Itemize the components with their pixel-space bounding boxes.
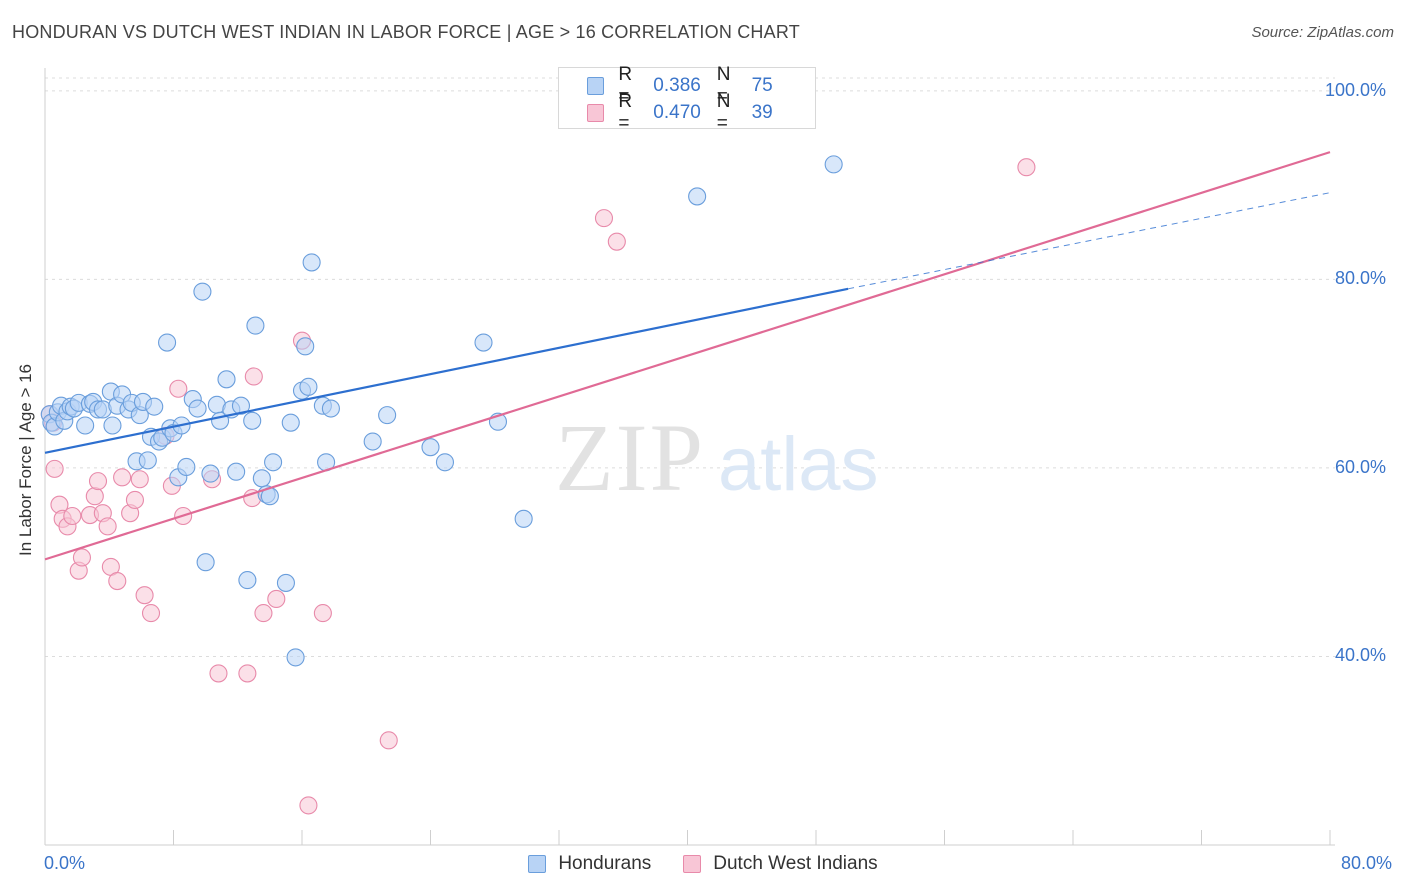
legend-label-dutch-west-indians: Dutch West Indians xyxy=(713,853,878,874)
r-value: 0.470 xyxy=(653,102,701,123)
watermark: ZIP atlas xyxy=(555,404,879,511)
y-tick-label: 80.0% xyxy=(1334,268,1386,289)
dutch-west-indians-point xyxy=(313,604,332,623)
y-tick-label: 60.0% xyxy=(1334,456,1386,477)
dutch-west-indians-point xyxy=(88,472,108,491)
dutch-west-indians-point xyxy=(238,664,257,683)
hondurans-point xyxy=(688,187,707,206)
trend-lines xyxy=(44,151,1331,561)
stats-row-hondurans: R = 0.386 N = 75 xyxy=(587,64,815,107)
chart-title: HONDURAN VS DUTCH WEST INDIAN IN LABOR F… xyxy=(12,22,800,42)
hondurans-point xyxy=(299,377,318,396)
stats-row-dutch-west-indians: R = 0.470 N = 39 xyxy=(587,91,815,134)
dutch-west-indians-point xyxy=(299,796,318,815)
y-tick-label: 40.0% xyxy=(1334,645,1386,666)
hondurans-point xyxy=(276,573,295,592)
hondurans-swatch xyxy=(587,77,605,95)
hondurans-swatch xyxy=(528,855,547,873)
hondurans-point xyxy=(421,438,440,457)
hondurans-point xyxy=(188,399,207,418)
hondurans-point xyxy=(201,464,220,483)
hondurans-point xyxy=(177,457,196,477)
hondurans-point xyxy=(302,253,321,272)
dutch-west-indians-swatch xyxy=(587,104,605,122)
dutch-west-indians-point xyxy=(607,232,626,251)
hondurans-point xyxy=(158,333,177,352)
hondurans-point xyxy=(286,648,305,667)
dutch-west-indians-point xyxy=(244,367,263,386)
dutch-west-indians-point xyxy=(45,459,64,478)
legend-label-hondurans: Hondurans xyxy=(558,853,652,874)
dutch-west-indians-point xyxy=(108,571,127,591)
hondurans-point xyxy=(76,416,95,435)
grid-lines xyxy=(45,77,1335,657)
hondurans-point xyxy=(252,469,271,488)
dutch-west-indians-point xyxy=(63,506,82,526)
stats-legend: R = 0.386 N = 75 R = 0.470 N = 39 xyxy=(558,64,816,134)
dutch-west-indians-point xyxy=(254,604,273,623)
legend-item-dutch-west-indians[interactable]: Dutch West Indians xyxy=(683,853,878,875)
watermark-atlas: atlas xyxy=(718,422,879,507)
y-tick-label: 100.0% xyxy=(1324,79,1386,100)
series-legend: Hondurans Dutch West Indians xyxy=(0,851,1406,877)
dutch-west-indians-point xyxy=(113,468,132,487)
hondurans-point xyxy=(138,451,157,470)
hondurans-point xyxy=(103,416,122,435)
n-label: N = xyxy=(716,64,731,107)
dutch-west-indians-point xyxy=(267,589,286,609)
dutch-west-indians-trendline xyxy=(44,151,1331,561)
dutch-west-indians-point xyxy=(594,209,614,228)
dutch-west-indians-point xyxy=(169,379,188,398)
source-credit: Source: ZipAtlas.com xyxy=(1251,24,1394,41)
legend-item-hondurans[interactable]: Hondurans xyxy=(528,853,651,875)
hondurans-point xyxy=(435,453,455,472)
y-axis-label: In Labor Force | Age > 16 xyxy=(16,363,35,557)
hondurans-point xyxy=(321,399,340,418)
hondurans-trendline-extension xyxy=(848,192,1331,290)
hondurans-point xyxy=(264,453,283,472)
dutch-west-indians-point xyxy=(85,487,104,506)
hondurans-point xyxy=(145,397,164,416)
hondurans-point xyxy=(193,282,212,301)
n-label: N = xyxy=(716,91,731,134)
hondurans-point xyxy=(281,413,300,432)
r-label: R = xyxy=(618,91,633,134)
dutch-west-indians-point xyxy=(72,548,91,567)
hondurans-point xyxy=(296,337,315,356)
x-tick-label-max: 80.0% xyxy=(1340,853,1392,873)
dutch-west-indians-point xyxy=(125,490,144,510)
dutch-west-indians-point xyxy=(130,470,149,489)
hondurans-point xyxy=(514,509,533,528)
hondurans-point xyxy=(378,406,397,425)
x-tick-label-min: 0.0% xyxy=(44,853,86,873)
hondurans-point xyxy=(217,370,236,389)
hondurans-point xyxy=(474,333,493,352)
hondurans-point xyxy=(824,155,843,174)
hondurans-point xyxy=(196,553,215,572)
hondurans-point xyxy=(238,571,257,590)
dutch-west-indians-point xyxy=(135,586,154,605)
hondurans-point xyxy=(363,432,382,451)
n-value: 75 xyxy=(751,75,773,96)
dutch-west-indians-swatch xyxy=(683,855,702,873)
dutch-west-indians-point xyxy=(1017,158,1036,177)
dutch-west-indians-point xyxy=(379,731,398,750)
dutch-west-indians-point xyxy=(209,664,228,683)
watermark-zip: ZIP xyxy=(555,404,705,511)
hondurans-point xyxy=(246,316,265,335)
dutch-west-indians-points xyxy=(40,158,1036,815)
hondurans-points xyxy=(40,81,843,667)
r-label: R = xyxy=(618,64,633,107)
y-axis-label-wrap: In Labor Force | Age > 16 xyxy=(16,268,36,556)
dutch-west-indians-point xyxy=(141,604,161,623)
r-value: 0.386 xyxy=(653,75,701,96)
hondurans-point xyxy=(227,462,246,481)
axes xyxy=(44,68,1335,846)
hondurans-point xyxy=(231,396,251,415)
hondurans-point xyxy=(243,411,262,430)
n-value: 39 xyxy=(751,102,773,123)
dutch-west-indians-point xyxy=(98,517,117,536)
hondurans-trendline xyxy=(44,287,849,454)
